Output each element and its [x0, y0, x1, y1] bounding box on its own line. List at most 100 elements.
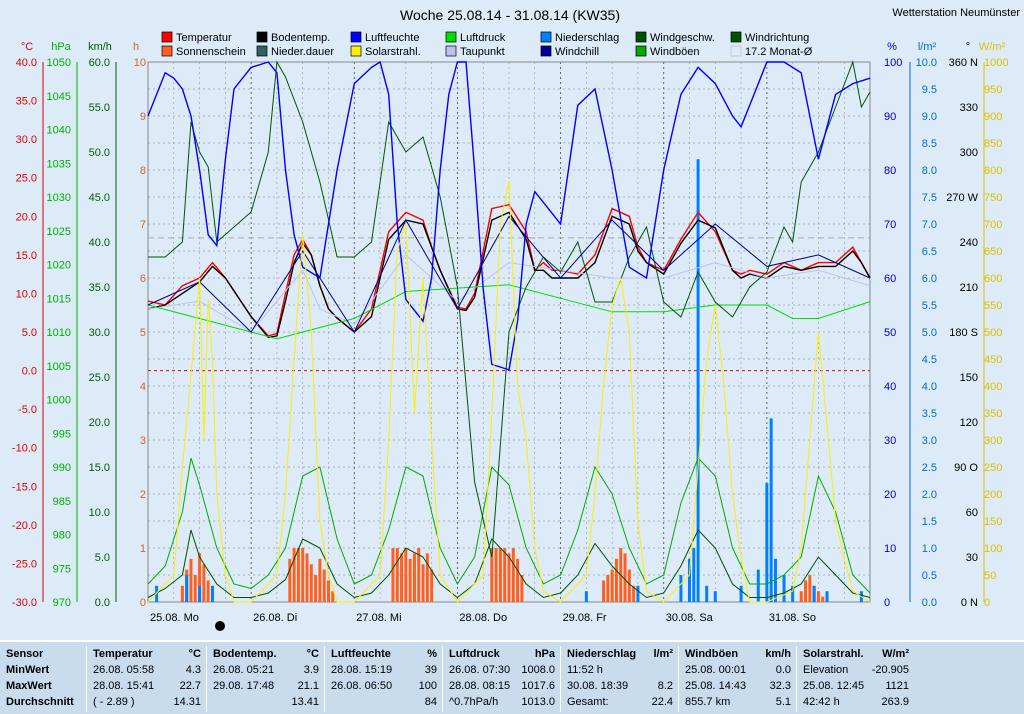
stats-label: 11:52 h	[567, 664, 603, 676]
stats-value: 84	[424, 696, 437, 708]
stats-sensor-header: Sensor	[6, 648, 44, 660]
bar-niederschlag	[210, 585, 214, 602]
axis-tick-label: 55.0	[89, 102, 110, 114]
line-windrichtung	[148, 60, 871, 558]
bar-sonnenschein	[327, 580, 330, 602]
axis-tick-label: 400	[984, 381, 1002, 393]
axis-tick-label: 0	[884, 597, 890, 609]
axis-tick-label: 5	[140, 327, 146, 339]
axis-tick-label: 50	[984, 570, 996, 582]
bar-niederschlag	[765, 483, 769, 602]
x-axis-labels: 25.08. Mo 26.08. Di 27.08. Mi 28.08. Do 29.0…	[150, 612, 816, 624]
bar-sonnenschein	[301, 548, 305, 602]
stats-value: °C	[306, 648, 319, 660]
stats-avg-label: Durchschnitt	[6, 696, 74, 708]
legend-swatch	[161, 45, 173, 57]
axis-tick-label: 2.0	[922, 489, 937, 501]
bar-sonnenschein	[296, 548, 300, 602]
axis-unit: W/m²	[979, 41, 1006, 53]
stats-label: 855.7 km	[685, 696, 731, 708]
axis-tick-label: 240	[960, 237, 978, 249]
bar-sonnenschein	[520, 575, 524, 602]
stats-row: 42:42 h 263.9	[797, 694, 915, 710]
stats-row: 11:52 h	[561, 662, 679, 678]
axis-tick-label: 975	[53, 563, 71, 575]
bar-sonnenschein	[292, 548, 296, 602]
bar-sonnenschein	[314, 575, 318, 602]
x-tick-label: 31.08. So	[769, 612, 816, 624]
bar-sonnenschein	[309, 564, 313, 602]
bar-sonnenschein	[623, 553, 627, 602]
legend-swatch	[161, 31, 173, 43]
axis-tick-label: 1020	[47, 260, 71, 272]
line-windgeschw-	[147, 529, 871, 599]
stats-value: %	[427, 648, 437, 660]
axis-tick-label: 850	[984, 138, 1002, 150]
axis-tick-label: -5.0	[18, 404, 37, 416]
axis-tick-label: 360 N	[949, 57, 978, 69]
bar-niederschlag	[705, 585, 709, 602]
axis-tick-label: 700	[984, 219, 1002, 231]
axis-tick-label: 950	[984, 84, 1002, 96]
bar-sonnenschein	[627, 569, 631, 602]
stats-value: 263.9	[881, 696, 909, 708]
bar-sonnenschein	[288, 558, 292, 602]
axis-tick-label: 70	[884, 219, 896, 231]
bar-sonnenschein	[808, 575, 812, 602]
bar-sonnenschein	[425, 553, 429, 602]
axis-unit: %	[887, 41, 897, 53]
axis-tick-label: 9.0	[922, 111, 937, 123]
axis-tick-label: 990	[53, 462, 71, 474]
bar-series	[155, 159, 863, 602]
x-tick-label: 29.08. Fr	[563, 612, 607, 624]
station-name: Wetterstation Neumünster	[892, 7, 1020, 19]
axis-tick-label: 1040	[47, 125, 71, 137]
stats-label: Luftdruck	[449, 648, 500, 660]
bar-niederschlag	[198, 585, 202, 602]
stats-value: 0.0	[775, 664, 791, 676]
legend-label: Windböen	[650, 46, 700, 58]
stats-row: 28.08. 15:19 39	[325, 662, 443, 678]
stats-row: Bodentemp. °C	[207, 646, 325, 662]
axis-tick-label: 250	[984, 462, 1002, 474]
stats-row: Luftfeuchte%	[325, 646, 443, 662]
axis-tick-label: 30.0	[89, 327, 110, 339]
axis-tick-label: -20.0	[12, 520, 37, 532]
stats-label: 28.08. 15:19	[331, 664, 393, 676]
legend-label: Bodentemp.	[271, 32, 330, 44]
stats-row: 26.08. 05:58 4.3	[87, 662, 207, 678]
x-tick-label: 30.08. Sa	[666, 612, 714, 624]
axis-tick-label: 1.5	[922, 516, 937, 528]
axis-tick-label: 20.0	[16, 211, 37, 223]
bar-sonnenschein	[498, 548, 502, 602]
axis-tick-label: 0.5	[922, 570, 937, 582]
axis-tick-label: 450	[984, 354, 1002, 366]
bar-niederschlag	[688, 558, 691, 602]
bar-sonnenschein	[331, 591, 335, 602]
legend: Temperatur Bodentemp. Luftfeuchte Luftdruck…	[161, 31, 813, 58]
legend-swatch	[730, 31, 742, 43]
bar-niederschlag	[713, 591, 717, 602]
axis-tick-label: 40.0	[16, 57, 37, 69]
axis-tick-label: 600	[984, 273, 1002, 285]
legend-label: Temperatur	[176, 32, 232, 44]
stats-column-temperatur: Temperatur °C 26.08. 05:58 4.3 28.08. 15:41 2…	[86, 646, 207, 712]
axis-tick-label: 4	[140, 381, 146, 393]
stats-value: 100	[418, 680, 437, 692]
bar-niederschlag	[185, 575, 189, 602]
legend-swatch	[350, 45, 362, 57]
axis-tick-label: 10	[884, 543, 896, 555]
bar-sonnenschein	[606, 575, 610, 602]
axis-tick-label: 0 N	[961, 597, 978, 609]
bar-sonnenschein	[391, 548, 395, 602]
axis-tick-label: 1035	[47, 158, 71, 170]
stats-row: Niederschlag l/m²	[561, 646, 679, 662]
axis-tick-label: 1000	[47, 395, 71, 407]
legend-label: Windrichtung	[745, 32, 809, 44]
axis-tick-label: 500	[984, 327, 1002, 339]
axis-tick-label: 60	[884, 273, 896, 285]
legend-label: Taupunkt	[460, 46, 505, 58]
stats-min-label: MinWert	[6, 664, 50, 676]
stats-label: ( - 2.89 )	[93, 696, 135, 708]
bar-niederschlag	[155, 585, 159, 602]
